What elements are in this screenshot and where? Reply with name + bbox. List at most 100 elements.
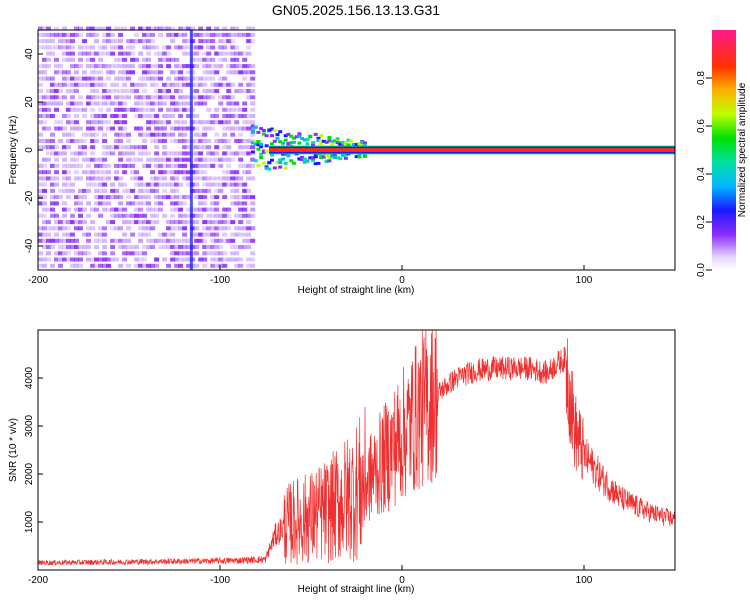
heatmap-cell	[74, 251, 79, 256]
heatmap-cell	[253, 159, 258, 163]
heatmap-cell	[98, 51, 104, 56]
heatmap-cell	[46, 157, 51, 162]
heatmap-cell	[206, 188, 212, 193]
heatmap-cell	[118, 126, 124, 131]
heatmap-cell	[178, 126, 184, 131]
heatmap-cell	[174, 207, 180, 212]
heatmap-cell	[174, 201, 180, 206]
heatmap-cell	[38, 170, 43, 175]
heatmap-cell	[222, 57, 228, 62]
heatmap-cell	[62, 251, 67, 256]
heatmap-cell	[90, 226, 96, 231]
heatmap-cell	[206, 89, 212, 93]
heatmap-cell	[178, 101, 184, 106]
heatmap-cell	[250, 145, 256, 150]
heatmap-cell	[186, 107, 192, 112]
heatmap-cell	[281, 157, 285, 161]
heatmap-cell	[166, 89, 172, 93]
heatmap-cell	[230, 57, 236, 62]
heatmap-cell	[166, 182, 172, 187]
heatmap-cell	[206, 139, 212, 143]
heatmap-cell	[54, 170, 59, 175]
heatmap-cell	[166, 95, 172, 100]
heatmap-cell	[78, 101, 83, 106]
heatmap-cell	[154, 139, 160, 143]
heatmap-cell	[66, 70, 71, 75]
heatmap-cell	[166, 195, 172, 200]
heatmap-cell	[226, 39, 232, 44]
heatmap-cell	[74, 82, 79, 87]
heatmap-cell	[242, 64, 248, 69]
heatmap-cell	[74, 70, 79, 75]
heatmap-cell	[178, 120, 184, 125]
heatmap-cell	[70, 151, 75, 156]
heatmap-cell	[242, 107, 248, 112]
heatmap-cell	[182, 95, 188, 100]
heatmap-cell	[118, 226, 124, 231]
heatmap-cell	[74, 201, 79, 206]
heatmap-cell	[114, 139, 120, 143]
heatmap-cell	[138, 76, 144, 81]
heatmap-cell	[250, 70, 256, 75]
heatmap-cell	[170, 163, 176, 168]
heatmap-cell	[182, 107, 188, 112]
heatmap-cell	[110, 45, 116, 50]
heatmap-cell	[94, 139, 100, 143]
heatmap-cell	[142, 182, 148, 187]
heatmap-cell	[291, 161, 296, 165]
heatmap-cell	[70, 89, 75, 93]
heatmap-cell	[238, 163, 244, 168]
heatmap-cell	[134, 145, 140, 150]
heatmap-cell	[226, 257, 232, 262]
heatmap-cell	[42, 57, 47, 62]
heatmap-cell	[186, 126, 192, 131]
heatmap-cell	[182, 251, 188, 256]
heatmap-cell	[94, 114, 100, 118]
heatmap-cell	[206, 64, 212, 69]
heatmap-cell	[242, 32, 248, 37]
heatmap-cell	[311, 141, 315, 145]
heatmap-cell	[206, 251, 212, 256]
heatmap-cell	[250, 226, 256, 231]
heatmap-cell	[206, 176, 212, 181]
heatmap-cell	[341, 153, 345, 157]
heatmap-cell	[126, 238, 132, 243]
heatmap-cell	[54, 101, 59, 106]
heatmap-cell	[146, 101, 152, 106]
heatmap-cell	[238, 70, 244, 75]
heatmap-cell	[218, 51, 224, 56]
heatmap-cell	[70, 120, 75, 125]
heatmap-cell	[50, 182, 55, 187]
heatmap-cell	[202, 57, 208, 62]
heatmap-cell	[110, 220, 116, 225]
heatmap-cell	[130, 39, 136, 44]
heatmap-cell	[250, 213, 256, 218]
heatmap-cell	[38, 257, 43, 262]
heatmap-cell	[142, 32, 148, 37]
snr-frame	[37, 329, 676, 571]
heatmap-cell	[138, 107, 144, 112]
heatmap-cell	[214, 64, 220, 69]
heatmap-cell	[194, 51, 200, 56]
heatmap-cell	[324, 153, 329, 157]
heatmap-cell	[94, 95, 100, 100]
heatmap-cell	[118, 238, 124, 243]
heatmap-cell	[78, 245, 83, 249]
heatmap-cell	[182, 39, 188, 44]
heatmap-cell	[134, 82, 140, 87]
heatmap-cell	[186, 213, 192, 218]
heatmap-cell	[146, 126, 152, 131]
heatmap-cell	[70, 132, 75, 137]
heatmap-cell	[134, 251, 140, 256]
heatmap-cell	[178, 26, 184, 31]
heatmap-cell	[130, 232, 136, 237]
y-tick-label: 2000	[24, 462, 35, 485]
heatmap-cell	[90, 89, 96, 93]
heatmap-cell	[166, 107, 172, 112]
heatmap-cell	[218, 157, 224, 162]
heatmap-cell	[270, 153, 274, 157]
heatmap-cell	[42, 176, 47, 181]
heatmap-cell	[102, 101, 108, 106]
heatmap-cell	[250, 126, 256, 131]
heatmap-cell	[74, 220, 79, 225]
